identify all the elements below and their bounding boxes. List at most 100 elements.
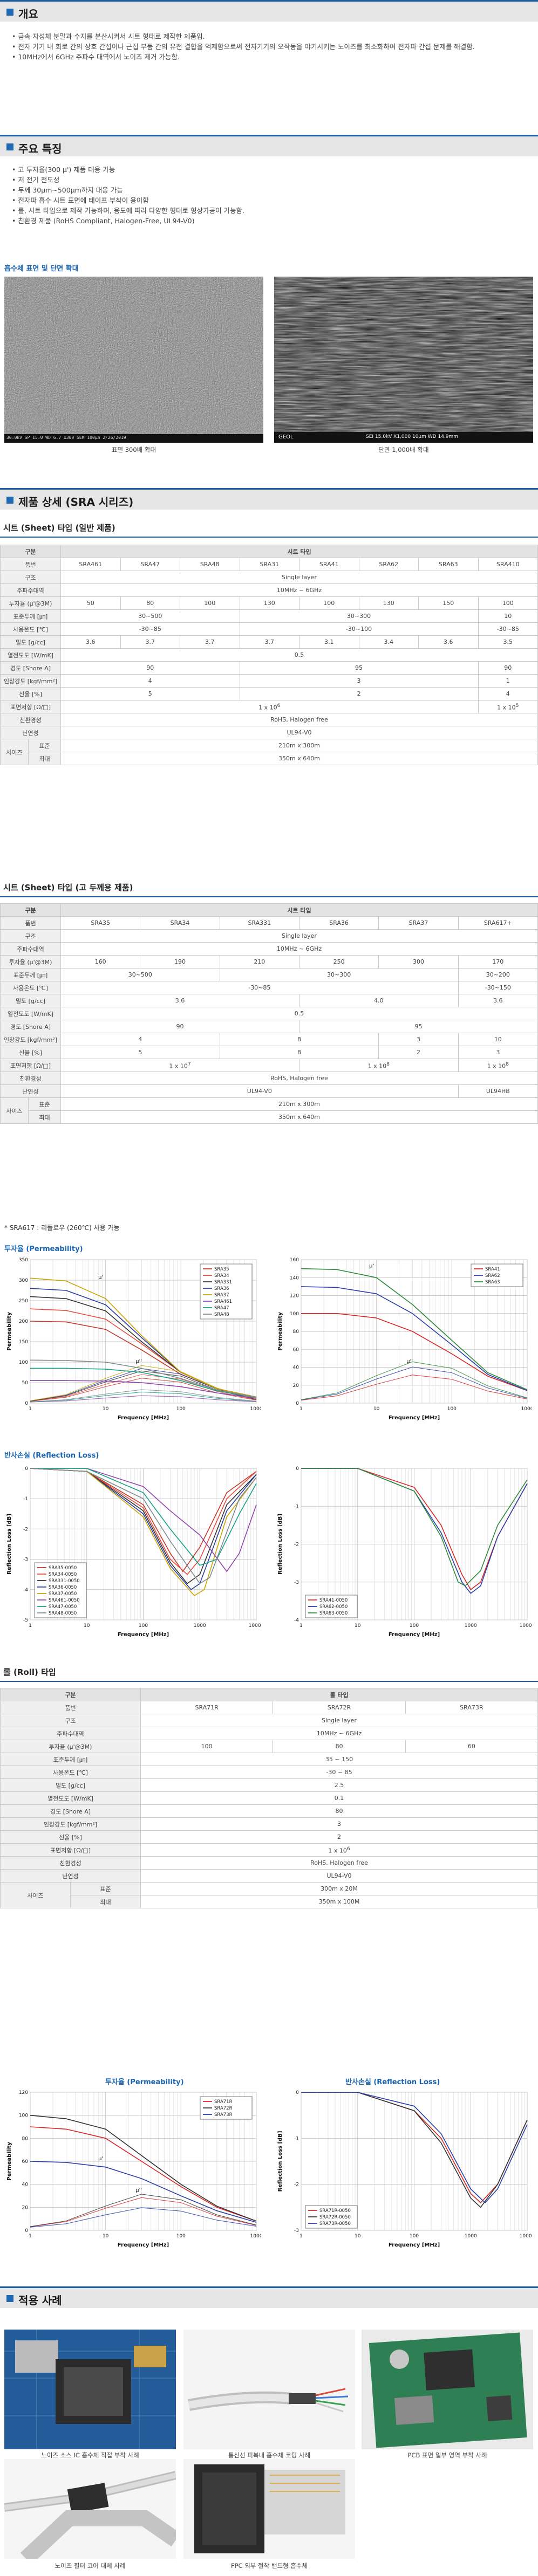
section-marker bbox=[6, 2295, 13, 2302]
reflection-chart-sheet-2: 1 10 100 1000 10000 -4 -3 -2 -1 0 Frequency [MHz] R… bbox=[277, 1466, 532, 1638]
table-cell: SRA71R bbox=[140, 1701, 274, 1714]
sem-cross-image: GEOL SEI 15.0kV X1,000 10μm WD 14.9mm bbox=[274, 277, 533, 443]
table-cell: 5 bbox=[60, 1046, 220, 1059]
table-cell: 3.6 bbox=[60, 994, 299, 1007]
application-photo-filter bbox=[4, 2459, 176, 2559]
table-cell: 190 bbox=[140, 955, 220, 968]
divider bbox=[0, 1681, 538, 1682]
y-tick-label: -4 bbox=[23, 1588, 28, 1593]
table-cell: 10MHz ~ 6GHz bbox=[140, 1727, 538, 1740]
row-label: 사이즈 bbox=[0, 1882, 71, 1908]
sheet-table-title: 시트 (Sheet) 타입 (일반 제품) bbox=[3, 523, 115, 533]
row-label: 난연성 bbox=[0, 726, 61, 739]
table-cell: SRA47 bbox=[120, 558, 180, 571]
y-axis-label: Reflection Loss [dB] bbox=[277, 1514, 283, 1575]
table-cell: 60 bbox=[405, 1740, 538, 1753]
table-cell: RoHS, Halogen free bbox=[60, 1071, 538, 1085]
x-axis-label: Frequency [MHz] bbox=[389, 2242, 440, 2248]
feature-item: 고 투자율(300 μ') 제품 대응 가능 bbox=[12, 164, 519, 175]
table-cell: 4.0 bbox=[298, 994, 459, 1007]
table-cell: 95 bbox=[298, 1020, 538, 1033]
row-label: 인장강도 [kgf/mm²] bbox=[0, 1033, 61, 1046]
annotation-mu-real: μ' bbox=[98, 1275, 103, 1281]
table-cell: 95 bbox=[239, 661, 479, 675]
table-cell: 150 bbox=[418, 596, 479, 610]
table-cell: SRA410 bbox=[478, 558, 538, 571]
legend-label: SRA331 bbox=[214, 1280, 232, 1285]
table-cell: 3 bbox=[239, 674, 479, 688]
application-caption: 노이즈 필터 코어 대체 사례 bbox=[55, 2562, 126, 2570]
table-cell: 90 bbox=[478, 661, 538, 675]
table-cell: 210m x 300m bbox=[60, 1097, 538, 1111]
x-tick-label: 10 bbox=[355, 1623, 361, 1629]
resistance-exp: 5 bbox=[515, 702, 519, 709]
y-tick-label: 80 bbox=[293, 1329, 299, 1335]
reflow-note: * SRA617 : 리플로우 (260℃) 사용 가능 bbox=[4, 1224, 120, 1232]
row-label: 표준두께 [㎛] bbox=[0, 1753, 141, 1766]
row-sublabel: 표준 bbox=[28, 1097, 61, 1111]
table-cell: 300m x 20M bbox=[140, 1882, 538, 1895]
row-label: 주파수대역 bbox=[0, 583, 61, 597]
overview-header: 개요 bbox=[0, 0, 538, 22]
x-tick-label: 1 bbox=[29, 1406, 32, 1412]
legend-label: SRA41 bbox=[485, 1267, 500, 1272]
table-header: 구분 bbox=[0, 545, 61, 558]
y-tick-label: 40 bbox=[293, 1365, 299, 1371]
table-cell: 170 bbox=[458, 955, 538, 968]
x-tick-label: 1000 bbox=[250, 2234, 261, 2239]
series-line bbox=[301, 1268, 528, 1390]
legend-label: SRA72R-0050 bbox=[319, 2215, 351, 2220]
application-photo-ic bbox=[4, 2330, 176, 2449]
table-cell: 3.7 bbox=[180, 635, 240, 649]
table-cell: 8 bbox=[219, 1033, 379, 1046]
x-tick-label: 100 bbox=[410, 1623, 419, 1629]
legend-box bbox=[34, 1562, 87, 1618]
y-tick-label: -3 bbox=[294, 2228, 299, 2234]
table-cell: Single layer bbox=[140, 1714, 538, 1727]
table-cell: 210m x 300m bbox=[60, 739, 538, 752]
table-cell: UL94HB bbox=[458, 1084, 538, 1098]
legend-label: SRA37 bbox=[214, 1293, 229, 1298]
legend-label: SRA34 bbox=[214, 1273, 229, 1279]
series-line bbox=[30, 1468, 257, 1572]
row-label: 표준두께 [㎛] bbox=[0, 609, 61, 623]
y-tick-label: 0 bbox=[25, 2228, 28, 2234]
row-label: 투자율 (μ'@3M) bbox=[0, 1740, 141, 1753]
legend-label: SRA34-0050 bbox=[49, 1572, 77, 1577]
y-tick-label: -3 bbox=[23, 1557, 28, 1563]
y-tick-label: -2 bbox=[294, 2182, 299, 2188]
table-cell: 3.6 bbox=[60, 635, 121, 649]
table-cell: 2 bbox=[378, 1046, 459, 1059]
row-label: 품번 bbox=[0, 558, 61, 571]
overview-list: 금속 자성체 분말과 수지를 분산시켜서 시트 형태로 제작한 제품임. 전자 … bbox=[12, 31, 519, 62]
y-tick-label: -2 bbox=[23, 1527, 28, 1532]
table-cell: 3.6 bbox=[418, 635, 479, 649]
y-axis-label: Reflection Loss [dB] bbox=[6, 1514, 12, 1575]
table-cell: Single layer bbox=[60, 929, 538, 943]
table-cell: 2.5 bbox=[140, 1778, 538, 1792]
row-label: 경도 [Shore A] bbox=[0, 661, 61, 675]
application-caption: PCB 표면 일부 영역 부착 사례 bbox=[407, 2451, 487, 2459]
resistance-exp: 8 bbox=[386, 1061, 390, 1067]
row-label: 밀도 [g/cc] bbox=[0, 1778, 141, 1792]
x-tick-label: 1000 bbox=[465, 1623, 477, 1629]
series-line-imag bbox=[30, 1365, 257, 1402]
legend-label: SRA37-0050 bbox=[49, 1591, 77, 1597]
overview-item: 10MHz에서 6GHz 주파수 대역에서 노이즈 제거 가능함. bbox=[12, 52, 519, 62]
table-cell: SRA48 bbox=[180, 558, 240, 571]
legend-label: SRA62-0050 bbox=[319, 1604, 348, 1610]
y-tick-label: -2 bbox=[294, 1542, 299, 1548]
table-header: 롤 타입 bbox=[140, 1688, 538, 1701]
table-cell: 30~200 bbox=[458, 968, 538, 981]
series-line-imag bbox=[30, 2197, 257, 2227]
table-cell: 130 bbox=[358, 596, 419, 610]
table-cell: Single layer bbox=[60, 571, 538, 584]
table-cell: 30~500 bbox=[60, 609, 240, 623]
annotation-mu-imag: μ'' bbox=[135, 1359, 142, 1365]
table-cell: SRA617+ bbox=[458, 916, 538, 930]
y-tick-label: 0 bbox=[25, 1401, 28, 1406]
table-cell: 50 bbox=[60, 596, 121, 610]
x-tick-label: 10 bbox=[84, 1623, 90, 1629]
row-label: 밀도 [g/cc] bbox=[0, 994, 61, 1007]
row-label: 구조 bbox=[0, 571, 61, 584]
